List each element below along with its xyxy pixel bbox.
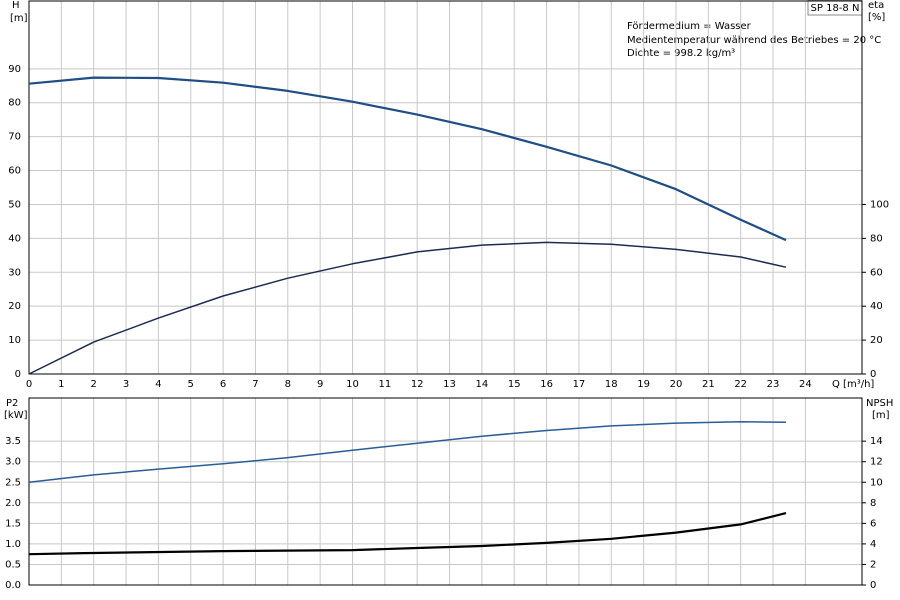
- series-line: [28, 241, 787, 375]
- x-tick-label: 13: [443, 379, 456, 390]
- y-tick-label: 3.0: [5, 457, 21, 468]
- y-label: H: [12, 0, 20, 11]
- y2-tick-label: 40: [870, 301, 883, 312]
- x-tick-label: 14: [476, 379, 489, 390]
- x-tick-label: 1: [58, 379, 64, 390]
- y-tick-label: 0.5: [5, 559, 21, 570]
- x-tick-label: 24: [799, 379, 812, 390]
- x-tick-label: 22: [734, 379, 747, 390]
- y2-tick-label: 20: [870, 335, 883, 346]
- y2-tick-label: 80: [870, 233, 883, 244]
- x-tick-label: 2: [91, 379, 97, 390]
- x-tick-label: 21: [702, 379, 715, 390]
- x-tick-label: 16: [540, 379, 553, 390]
- x-tick-label: 5: [188, 379, 194, 390]
- annotation: Fördermedium = Wasser: [627, 21, 752, 32]
- x-tick-label: 4: [155, 379, 161, 390]
- x-tick-label: 11: [378, 379, 391, 390]
- y-tick-label: 1.0: [5, 539, 21, 550]
- y-tick-label: 80: [8, 98, 21, 109]
- series-line: [28, 512, 787, 556]
- annotation: Dichte = 998.2 kg/m³: [627, 48, 735, 59]
- x-tick-label: 18: [605, 379, 618, 390]
- y-label: P2: [6, 398, 18, 409]
- x-tick-label: 6: [220, 379, 226, 390]
- x-tick-label: 9: [317, 379, 323, 390]
- y2-tick-label: 0: [870, 369, 876, 380]
- y-tick-label: 0: [15, 369, 21, 380]
- x-tick-label: 3: [123, 379, 129, 390]
- y-tick-label: 1.5: [5, 518, 21, 529]
- y-tick-label: 3.5: [5, 436, 21, 447]
- x-tick-label: 20: [670, 379, 683, 390]
- x-tick-label: 17: [573, 379, 586, 390]
- y-unit: [m]: [10, 13, 28, 24]
- y-tick-label: 20: [8, 301, 21, 312]
- y-tick-label: 0.0: [5, 580, 21, 591]
- series-line: [28, 76, 787, 242]
- x-tick-label: 7: [252, 379, 258, 390]
- x-tick-label: 19: [637, 379, 650, 390]
- y2-tick-label: 100: [870, 199, 889, 210]
- x-tick-label: 12: [411, 379, 424, 390]
- y-tick-label: 30: [8, 267, 21, 278]
- y2-tick-label: 12: [870, 457, 883, 468]
- model-label: SP 18-8 N: [811, 3, 860, 14]
- y-tick-label: 10: [8, 335, 21, 346]
- y2-tick-label: 60: [870, 267, 883, 278]
- y2-tick-label: 0: [870, 580, 876, 591]
- plot-frame: [28, 0, 863, 375]
- y-tick-label: 70: [8, 132, 21, 143]
- y2-tick-label: 6: [870, 518, 876, 529]
- y2-tick-label: 8: [870, 498, 876, 509]
- x-tick-label: 0: [26, 379, 32, 390]
- y-tick-label: 40: [8, 233, 21, 244]
- y2-label: NPSH: [866, 398, 893, 409]
- y2-tick-label: 10: [870, 477, 883, 488]
- x-label: Q [m³/h]: [832, 379, 874, 390]
- y2-tick-label: 2: [870, 559, 876, 570]
- x-tick-label: 8: [285, 379, 291, 390]
- y-tick-label: 90: [8, 64, 21, 75]
- series-line: [28, 421, 787, 484]
- x-tick-label: 15: [508, 379, 521, 390]
- y2-tick-label: 4: [870, 539, 876, 550]
- x-tick-label: 23: [767, 379, 780, 390]
- y-tick-label: 50: [8, 199, 21, 210]
- y-tick-label: 2.0: [5, 498, 21, 509]
- y-unit: [kW]: [4, 410, 28, 421]
- annotation: Medientemperatur während des Betriebes =…: [627, 35, 881, 46]
- y2-label: eta: [868, 0, 884, 11]
- y-tick-label: 60: [8, 166, 21, 177]
- y2-unit: [%]: [868, 12, 885, 23]
- plot-frame: [28, 397, 863, 586]
- y2-unit: [m]: [872, 410, 890, 421]
- y2-tick-label: 14: [870, 436, 883, 447]
- x-tick-label: 10: [346, 379, 359, 390]
- y-tick-label: 2.5: [5, 477, 21, 488]
